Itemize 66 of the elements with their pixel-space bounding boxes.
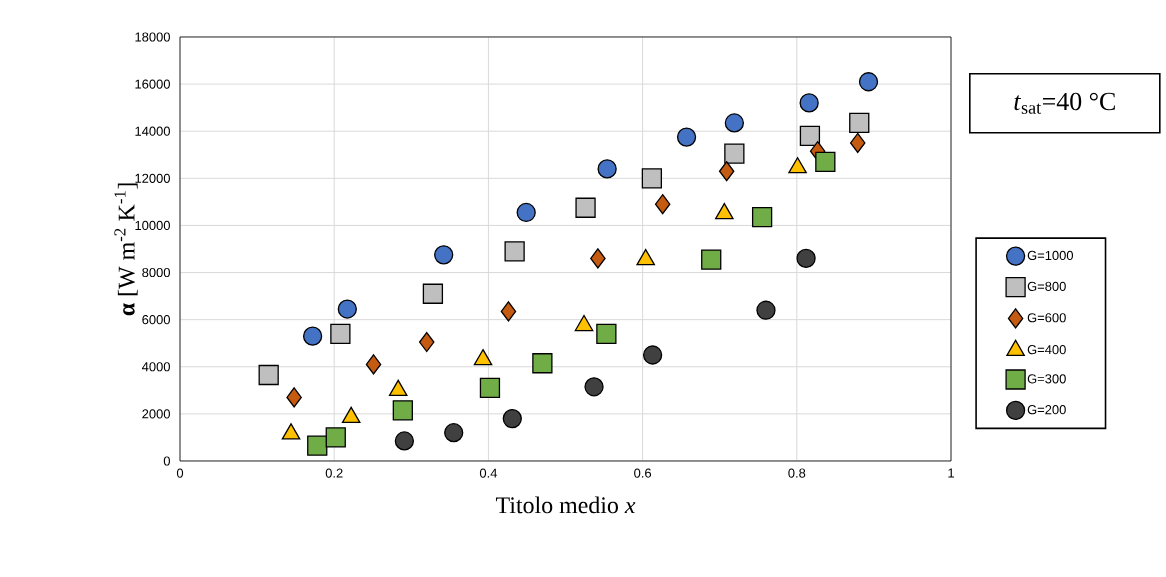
point xyxy=(286,387,302,408)
point xyxy=(307,435,328,456)
point xyxy=(500,301,517,322)
point xyxy=(718,161,735,182)
point xyxy=(590,248,606,269)
legend-label: G=600 xyxy=(1027,313,1066,323)
point xyxy=(479,377,501,399)
point xyxy=(422,283,444,304)
x-tick-label: 0.8 xyxy=(788,468,806,478)
point xyxy=(502,408,522,429)
y-tick-label: 6000 xyxy=(142,315,170,325)
point xyxy=(849,112,870,134)
y-tick-label: 8000 xyxy=(142,267,170,278)
point xyxy=(799,125,821,147)
y-tick-label: 0 xyxy=(163,456,170,466)
point xyxy=(575,197,596,218)
x-tick-label: 0.4 xyxy=(479,468,498,478)
point xyxy=(641,168,663,189)
y-tick-label: 18000 xyxy=(135,32,170,42)
point xyxy=(584,377,604,397)
point xyxy=(394,431,415,451)
point xyxy=(337,299,357,319)
legend-label: G=400 xyxy=(1027,345,1066,355)
point xyxy=(756,300,776,320)
point xyxy=(596,323,617,344)
point xyxy=(504,241,525,262)
legend-label: G=800 xyxy=(1027,281,1066,291)
point xyxy=(751,207,773,228)
point xyxy=(701,249,722,270)
point xyxy=(434,245,454,265)
point xyxy=(418,331,435,353)
point xyxy=(532,353,553,374)
legend-label: G=200 xyxy=(1027,405,1066,415)
point xyxy=(392,400,413,421)
x-tick-label: 1 xyxy=(948,468,954,478)
y-tick-label: 12000 xyxy=(135,173,170,183)
point xyxy=(444,423,464,443)
point xyxy=(724,113,745,133)
x-tick-label: 0 xyxy=(176,468,184,478)
y-tick-label: 16000 xyxy=(135,79,170,89)
y-tick-label: 4000 xyxy=(141,362,170,372)
x-axis-title: Titolo medio x xyxy=(495,496,636,514)
y-tick-label: 2000 xyxy=(142,409,170,419)
point xyxy=(330,323,351,344)
point xyxy=(654,194,671,215)
point xyxy=(815,151,836,172)
point xyxy=(325,427,346,448)
point xyxy=(724,143,745,164)
point xyxy=(849,132,866,154)
x-tick-label: 0.2 xyxy=(325,468,343,478)
legend-label: G=300 xyxy=(1027,374,1066,384)
point xyxy=(799,93,819,113)
point xyxy=(365,354,382,375)
x-tick-label: 0.6 xyxy=(634,468,652,478)
point xyxy=(642,345,663,365)
point xyxy=(796,248,816,269)
y-tick-label: 10000 xyxy=(135,220,170,231)
point xyxy=(676,127,697,147)
point xyxy=(597,159,617,179)
point xyxy=(258,364,279,386)
point xyxy=(858,72,879,92)
text: t$_{sat}$=40 °C xyxy=(1014,92,1115,114)
point xyxy=(302,326,323,346)
legend-label: G=1000 xyxy=(1027,250,1074,261)
y-tick-label: 14000 xyxy=(135,126,170,136)
point xyxy=(516,202,536,223)
